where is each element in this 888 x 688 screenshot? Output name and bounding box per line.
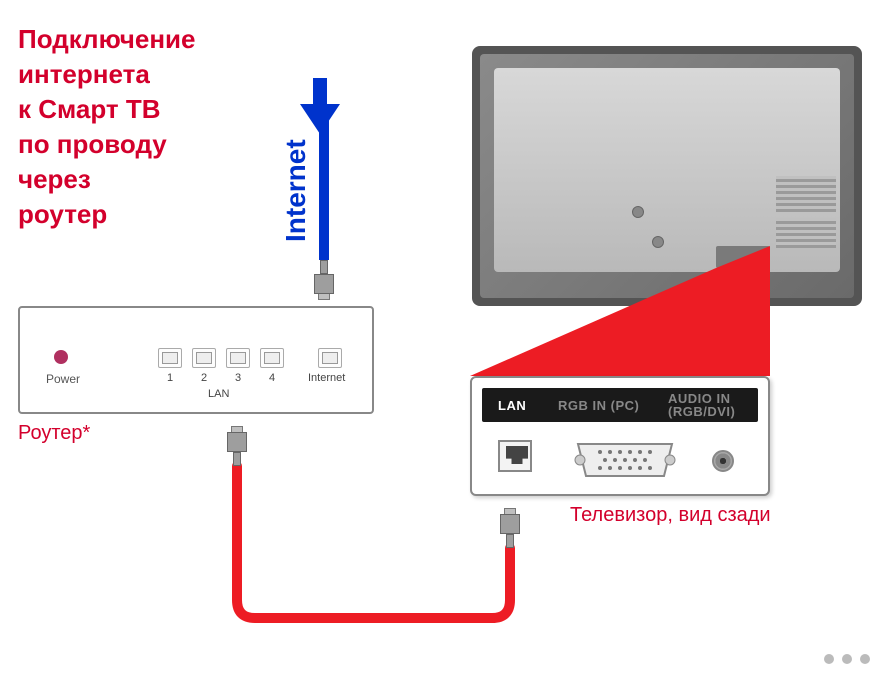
router-lan-label: LAN <box>208 388 229 400</box>
internet-plug <box>313 260 335 294</box>
diagram-title: Подключениеинтернетак Смарт ТВпо проводу… <box>18 22 196 233</box>
tv-back <box>472 46 862 306</box>
ellipsis-dots <box>824 654 870 664</box>
tv-port-area <box>716 246 770 268</box>
router-power-led <box>54 350 68 364</box>
callout-audio-jack <box>712 450 734 472</box>
router-lan-port-3 <box>226 348 250 368</box>
router-internet-port <box>318 348 342 368</box>
callout-lan-port <box>498 440 532 472</box>
callout-header: LAN RGB IN (PC) AUDIO IN (RGB/DVI) <box>482 388 758 422</box>
router-port-num-3: 3 <box>235 372 241 384</box>
lan-plug-router <box>226 432 248 466</box>
router-port-num-4: 4 <box>269 372 275 384</box>
tv-caption: Телевизор, вид сзади <box>570 504 771 527</box>
callout-audio-label: AUDIO IN (RGB/DVI) <box>668 392 735 418</box>
tv-vent <box>776 176 836 212</box>
router-caption: Роутер* <box>18 422 90 445</box>
callout-vga-port <box>570 438 680 482</box>
internet-cable <box>319 110 329 260</box>
router-internet-label: Internet <box>308 372 345 384</box>
router-power-label: Power <box>46 372 80 386</box>
router-lan-port-2 <box>192 348 216 368</box>
router-port-num-2: 2 <box>201 372 207 384</box>
router-port-num-1: 1 <box>167 372 173 384</box>
router-lan-port-1 <box>158 348 182 368</box>
lan-plug-tv <box>499 514 521 548</box>
internet-label: Internet <box>280 139 312 242</box>
callout-rgb-label: RGB IN (PC) <box>558 398 668 413</box>
tv-vent <box>776 218 836 248</box>
callout-lan-label: LAN <box>498 398 558 413</box>
router-lan-port-4 <box>260 348 284 368</box>
tv-port-callout: LAN RGB IN (PC) AUDIO IN (RGB/DVI) <box>470 376 770 496</box>
